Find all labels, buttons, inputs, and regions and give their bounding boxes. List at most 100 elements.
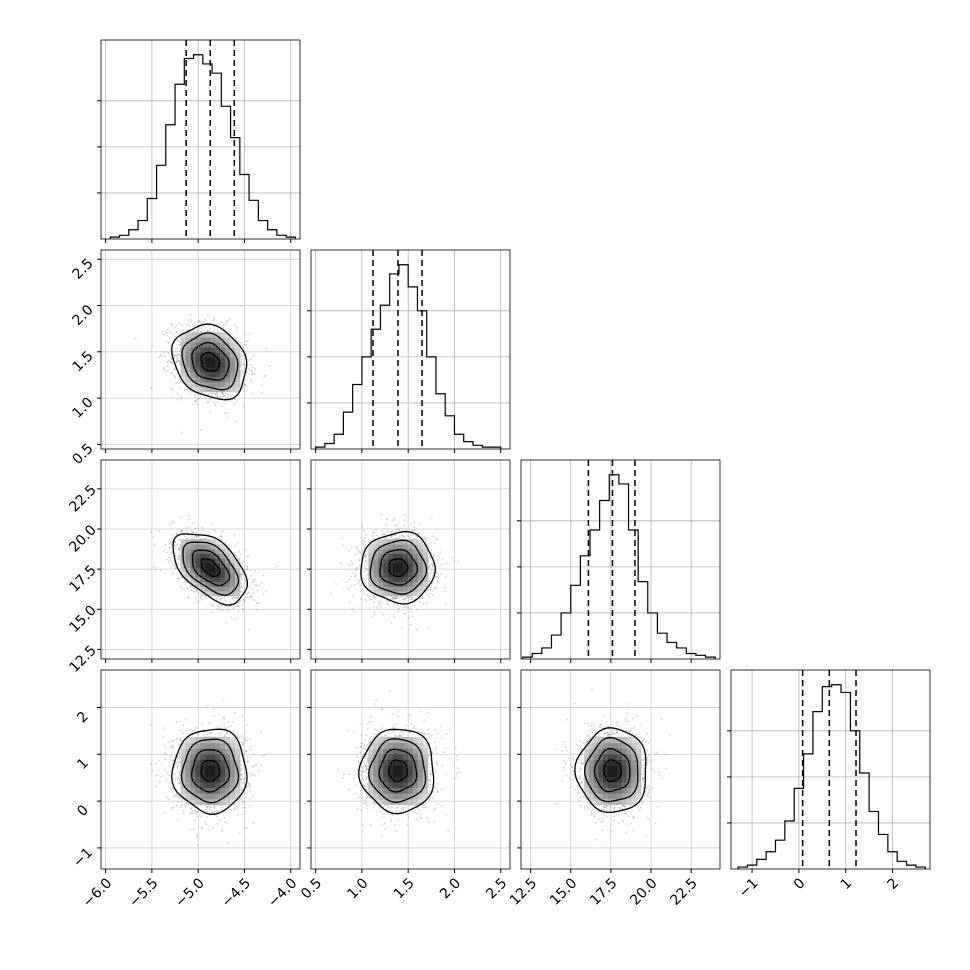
scatter-point <box>229 600 232 603</box>
scatter-point <box>170 388 173 391</box>
density-cell <box>417 591 424 597</box>
density-cell <box>422 586 429 592</box>
density-cell <box>225 352 231 358</box>
scatter-point <box>240 369 243 372</box>
density-cell <box>195 558 201 564</box>
scatter-point <box>265 590 268 593</box>
density-cell <box>225 371 231 378</box>
scatter-point <box>210 604 213 607</box>
density-cell <box>422 553 429 559</box>
scatter-point <box>431 565 434 568</box>
scatter-point <box>218 597 221 600</box>
scatter-point <box>397 597 400 600</box>
density-cell <box>185 376 191 383</box>
scatter-point <box>193 393 196 396</box>
scatter-point <box>426 594 429 596</box>
density-cell <box>229 342 236 348</box>
density-cell <box>388 576 394 583</box>
scatter-point <box>186 587 189 590</box>
contour-level-4 <box>172 533 249 606</box>
scatter-point <box>425 602 428 604</box>
density-cell <box>180 337 187 343</box>
scatter-point <box>397 600 400 603</box>
scatter-point <box>415 534 418 537</box>
density-cell <box>378 581 384 587</box>
scatter-point <box>376 534 378 537</box>
scatter-point <box>237 609 240 612</box>
density-cell <box>234 386 241 393</box>
scatter-point <box>196 398 198 401</box>
density-cell <box>180 376 187 383</box>
scatter-point <box>238 601 241 604</box>
scatter-point <box>256 589 259 592</box>
scatter-point <box>347 549 350 552</box>
scatter-point <box>179 343 181 346</box>
scatter-point <box>169 331 171 334</box>
density-cell <box>210 357 216 363</box>
scatter-point <box>167 328 169 331</box>
density-cell <box>190 381 196 388</box>
scatter-point <box>364 565 366 568</box>
scatter-point <box>163 369 166 372</box>
scatter-point <box>428 561 431 564</box>
density-cell <box>205 342 211 348</box>
scatter-point <box>178 774 181 777</box>
scatter-point <box>242 358 245 361</box>
scatter-point <box>423 536 426 539</box>
density-cell <box>180 572 187 578</box>
scatter-point <box>392 596 395 599</box>
scatter-point <box>374 597 376 599</box>
scatter-point <box>403 519 406 522</box>
scatter-point <box>179 531 182 533</box>
scatter-point <box>220 599 222 601</box>
scatter-point <box>190 588 193 591</box>
scatter-point <box>263 375 266 378</box>
density-cell <box>407 572 414 578</box>
scatter-point <box>248 596 251 598</box>
scatter-point <box>229 318 232 321</box>
scatter-point <box>173 565 176 568</box>
scatter-point <box>411 529 414 532</box>
scatter-point <box>175 354 178 357</box>
scatter-point <box>381 529 384 532</box>
histogram-panel-p3 <box>727 669 931 870</box>
scatter-point <box>216 395 219 398</box>
scatter-point <box>207 400 210 403</box>
density-cell <box>368 543 374 550</box>
density-cell <box>398 553 404 559</box>
scatter-point <box>169 547 171 549</box>
scatter-point <box>416 532 419 535</box>
scatter-point <box>180 431 183 434</box>
density-cell <box>185 361 191 368</box>
scatter-point <box>236 326 239 329</box>
density-cell <box>190 366 196 373</box>
scatter-point <box>382 532 385 535</box>
density-cell <box>368 581 374 587</box>
scatter-point <box>160 355 163 358</box>
scatter-point <box>229 394 232 397</box>
scatter-point <box>356 566 359 569</box>
scatter-point <box>174 377 177 379</box>
scatter-point <box>233 808 235 811</box>
density-cell <box>393 562 399 569</box>
scatter-point <box>199 597 202 599</box>
density-cell <box>225 558 231 564</box>
scatter-point <box>252 592 255 595</box>
scatter-point <box>178 782 181 785</box>
scatter-point <box>193 536 196 539</box>
density-cell <box>388 581 394 587</box>
scatter-point <box>364 555 367 558</box>
histogram-step-p1 <box>315 264 502 449</box>
scatter-point <box>195 532 198 534</box>
scatter-point <box>431 564 434 567</box>
scatter-point <box>276 565 279 568</box>
scatter-point <box>192 531 195 534</box>
scatter-point <box>404 605 407 608</box>
scatter-point <box>225 621 228 624</box>
scatter-point <box>167 359 170 362</box>
scatter-point <box>231 597 234 600</box>
scatter-point <box>393 613 396 616</box>
scatter-point <box>380 602 383 605</box>
density-cell <box>417 572 424 578</box>
scatter-point <box>197 393 200 396</box>
